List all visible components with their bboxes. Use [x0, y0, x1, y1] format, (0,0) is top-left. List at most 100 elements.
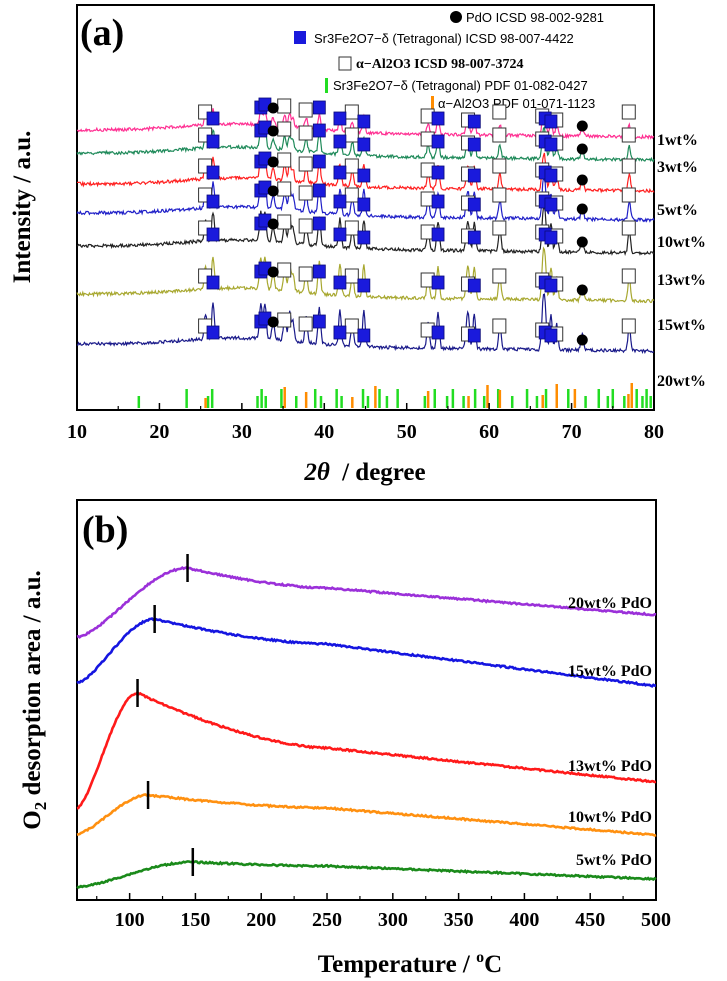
srfeo-marker — [357, 168, 371, 183]
alumina-marker — [492, 220, 507, 236]
degree-superscript: o — [476, 949, 484, 966]
srfeo-marker — [206, 194, 220, 209]
y-axis-title-b-main: O — [19, 810, 46, 829]
alumina-marker — [344, 127, 359, 143]
srfeo-marker — [312, 154, 326, 169]
alumina-marker — [298, 218, 313, 234]
x-tick-label-b: 450 — [575, 909, 605, 931]
alumina-marker — [298, 316, 313, 332]
x-tick-label-a: 80 — [644, 421, 664, 443]
srfeo-marker — [333, 325, 347, 340]
series-label-b: 13wt% PdO — [568, 758, 652, 775]
srfeo-marker — [467, 278, 481, 293]
x-tick-label-b: 350 — [444, 909, 474, 931]
panel-a-label: (a) — [80, 12, 124, 54]
y-axis-title-a: Intensity / a.u. — [9, 131, 36, 284]
alumina-marker — [621, 104, 636, 120]
srfeo-marker — [206, 227, 220, 242]
alumina-marker — [298, 102, 313, 118]
alumina-marker — [492, 318, 507, 334]
srfeo-marker — [467, 197, 481, 212]
legend-srfeo-text: Sr3Fe2O7−δ (Tetragonal) ICSD 98-007-4422 — [314, 31, 574, 46]
srfeo-marker — [357, 197, 371, 212]
y-axis-title-b-subscript: 2 — [31, 802, 50, 811]
series-label-a: 5wt% — [657, 202, 698, 219]
srfeo-marker — [357, 328, 371, 343]
pdo-marker — [267, 218, 279, 230]
x-tick-label-a: 20 — [149, 421, 169, 443]
alumina-marker — [298, 156, 313, 172]
alumina-marker — [621, 187, 636, 203]
x-tick-label-b: 100 — [115, 909, 145, 931]
alumina-marker — [621, 318, 636, 334]
x-tick-label-a: 30 — [232, 421, 252, 443]
series-label-a: 1wt% — [657, 132, 698, 149]
srfeo-marker — [467, 328, 481, 343]
series-label-a: 13wt% — [657, 272, 706, 289]
srfeo-marker — [544, 114, 558, 129]
tpd-curve — [76, 690, 657, 810]
alumina-marker — [344, 220, 359, 236]
srfeo-marker — [467, 230, 481, 245]
x-axis-unit-a: / degree — [341, 459, 426, 486]
x-axis-b: 100 150 200 250 300 350 400 450 500 — [96, 893, 671, 931]
srfeo-marker — [357, 114, 371, 129]
plot-frame-b — [76, 499, 657, 901]
srfeo-marker — [357, 137, 371, 152]
srfeo-marker — [544, 230, 558, 245]
alumina-marker — [492, 268, 507, 284]
legend-orange-symbol — [431, 96, 434, 111]
srfeo-marker — [206, 325, 220, 340]
pdo-marker — [267, 102, 279, 114]
srfeo-marker — [312, 100, 326, 115]
y-axis-title-b-rest: desorption area / a.u. — [19, 570, 46, 802]
alumina-marker — [492, 104, 507, 120]
tpd-curves — [76, 554, 657, 889]
pdo-marker — [576, 174, 588, 186]
celsius-unit: C — [484, 951, 502, 978]
srfeo-marker — [544, 137, 558, 152]
y-axis-title-b: O2 desorption area / a.u. — [19, 570, 50, 829]
pdo-marker — [267, 185, 279, 197]
srfeo-marker — [312, 183, 326, 198]
series-label-a: 3wt% — [657, 159, 698, 176]
srfeo-marker — [333, 275, 347, 290]
x-axis-title-b: Temperature / oC — [318, 949, 502, 978]
srfeo-marker — [467, 137, 481, 152]
srfeo-marker — [206, 165, 220, 180]
panel-b: (b) 20wt% PdO 15wt% PdO 13wt% PdO 10wt% PdO… — [19, 499, 671, 978]
srfeo-marker — [206, 134, 220, 149]
srfeo-marker — [431, 165, 445, 180]
x-tick-label-b: 400 — [509, 909, 539, 931]
srfeo-marker — [431, 134, 445, 149]
srfeo-marker — [333, 134, 347, 149]
x-axis-a: 10 20 30 40 50 60 70 80 — [67, 403, 664, 443]
pdo-marker — [267, 156, 279, 168]
legend-green-symbol — [325, 78, 328, 93]
pdo-marker — [576, 236, 588, 248]
pdo-marker — [576, 120, 588, 132]
alumina-marker — [621, 268, 636, 284]
series-label-a: 20wt% — [657, 373, 706, 390]
srfeo-marker — [333, 194, 347, 209]
series-label-b: 20wt% PdO — [568, 595, 652, 612]
alumina-marker — [298, 185, 313, 201]
srfeo-marker — [312, 216, 326, 231]
alumina-marker — [492, 127, 507, 143]
alumina-marker — [344, 268, 359, 284]
srfeo-marker — [333, 111, 347, 126]
legend-srfeo-symbol — [294, 31, 306, 44]
x-tick-label-b: 300 — [378, 909, 408, 931]
peak-markers — [198, 97, 636, 346]
alumina-marker — [344, 318, 359, 334]
series-label-b: 15wt% PdO — [568, 663, 652, 680]
legend-pdo-text: PdO ICSD 98-002-9281 — [466, 10, 604, 25]
series-label-b: 10wt% PdO — [568, 809, 652, 826]
alumina-marker — [277, 262, 292, 278]
series-labels-b: 20wt% PdO 15wt% PdO 13wt% PdO 10wt% PdO 5wt%… — [568, 595, 652, 869]
pdo-marker — [267, 125, 279, 137]
srfeo-marker — [431, 227, 445, 242]
x-tick-label-b: 500 — [641, 909, 671, 931]
legend-alumina-text: α−Al2O3 ICSD 98-007-3724 — [356, 57, 523, 72]
tpd-curve — [76, 793, 657, 837]
